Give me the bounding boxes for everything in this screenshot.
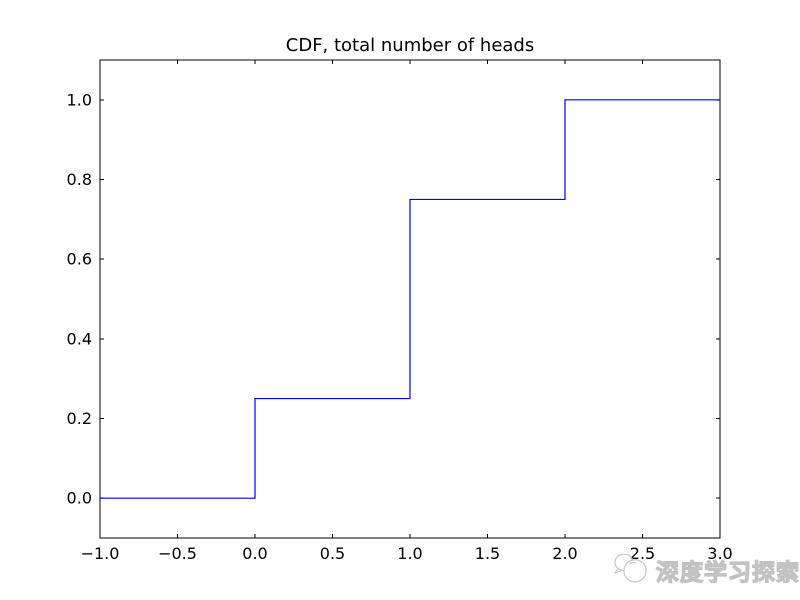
- chart-title: CDF, total number of heads: [286, 35, 534, 56]
- x-tick-label: −0.5: [158, 544, 197, 563]
- ticks-layer: −1.0 −0.5 0.0 0.5 1.0 1.5 2.0 2.5 3.0 0.0 0.2 0.4 0.…: [67, 60, 733, 563]
- x-tick-label: 2.5: [630, 544, 655, 563]
- y-tick-label: 0.0: [67, 489, 92, 508]
- cdf-line: [100, 99, 720, 499]
- x-tick-label: 0.5: [320, 544, 345, 563]
- x-tick-label: 2.0: [552, 544, 577, 563]
- y-tick-label: 0.6: [67, 250, 92, 269]
- line-layer: [100, 99, 720, 499]
- y-tick-label: 1.0: [67, 90, 92, 109]
- y-tick-label: 0.2: [67, 409, 92, 428]
- y-tick-label: 0.4: [67, 329, 92, 348]
- x-tick-label: 3.0: [707, 544, 732, 563]
- y-tick-label: 0.8: [67, 170, 92, 189]
- x-tick-label: 0.0: [242, 544, 267, 563]
- x-tick-label: 1.5: [475, 544, 500, 563]
- x-tick-label: −1.0: [81, 544, 120, 563]
- x-tick-label: 1.0: [397, 544, 422, 563]
